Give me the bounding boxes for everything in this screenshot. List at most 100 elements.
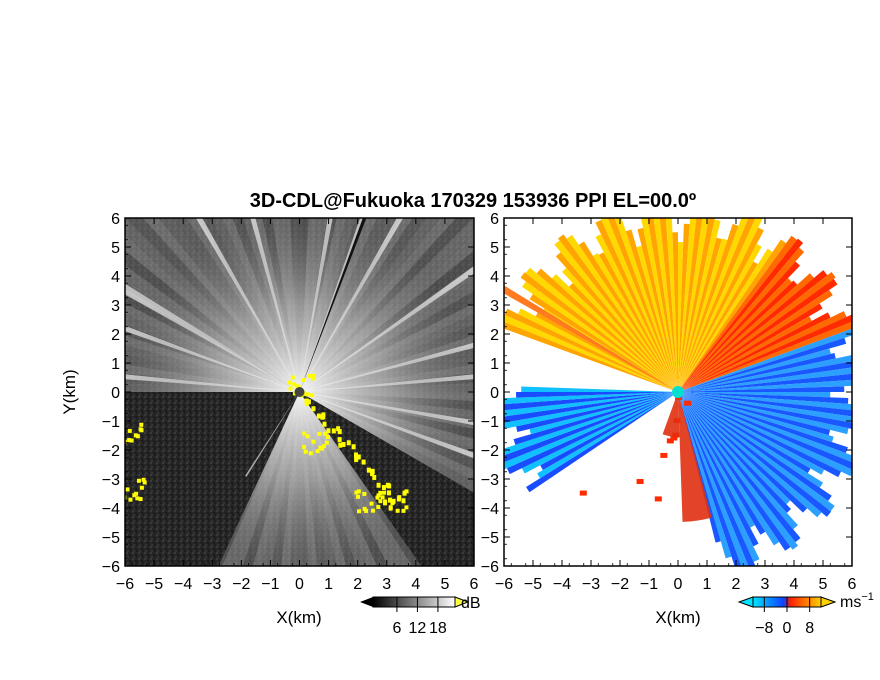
echo-cell bbox=[307, 374, 312, 379]
doppler-beam bbox=[637, 228, 678, 392]
doppler-beam bbox=[615, 218, 678, 392]
colorbar-tick-label: 0 bbox=[783, 620, 792, 637]
echo-cell bbox=[354, 455, 359, 461]
echo-cell bbox=[395, 508, 400, 513]
echo-cell bbox=[370, 508, 375, 513]
echo-cell bbox=[354, 490, 359, 495]
doppler-beam bbox=[536, 268, 678, 392]
doppler-colorbar: −8 0 8 ms−1 bbox=[737, 591, 874, 637]
doppler-beam bbox=[554, 240, 678, 392]
figure-title: 3D-CDL@Fukuoka 170329 153936 PPI EL=00.0… bbox=[250, 190, 696, 212]
doppler-beam bbox=[513, 392, 678, 445]
y-tick-label: 2 bbox=[111, 327, 120, 344]
echo-cell bbox=[142, 480, 147, 485]
x-tick-label: −3 bbox=[203, 576, 221, 593]
echo-cell bbox=[308, 451, 313, 456]
colorbar-tick-label: −8 bbox=[755, 620, 773, 637]
echo-cell bbox=[391, 498, 396, 504]
echo-cell bbox=[355, 494, 360, 499]
y-tick-label: 0 bbox=[111, 385, 120, 402]
svg-text:ms−1: ms−1 bbox=[840, 591, 874, 611]
x-tick-label: −1 bbox=[640, 576, 658, 593]
doppler-beam bbox=[595, 219, 678, 392]
doppler-beam bbox=[678, 392, 848, 454]
doppler-beam bbox=[678, 392, 756, 566]
doppler-beam bbox=[520, 272, 678, 392]
y-tick-label: 4 bbox=[490, 269, 499, 286]
doppler-beam bbox=[678, 218, 749, 392]
dark-sector bbox=[125, 392, 300, 566]
echo-cell bbox=[325, 435, 330, 440]
y-tick-label: −6 bbox=[102, 559, 120, 576]
echo-cell bbox=[311, 439, 316, 444]
doppler-beam bbox=[504, 392, 678, 417]
colorbar-tick-label: 8 bbox=[805, 620, 814, 637]
colorbar-low-extend bbox=[737, 596, 754, 608]
doppler-beam bbox=[558, 234, 678, 392]
doppler-beam bbox=[678, 379, 852, 392]
echo-cell bbox=[136, 478, 141, 483]
y-tick-label: −1 bbox=[102, 414, 120, 431]
doppler-beam bbox=[555, 252, 678, 392]
doppler-beam bbox=[678, 314, 852, 392]
y-tick-label: 6 bbox=[111, 211, 120, 228]
echo-cell bbox=[127, 438, 132, 443]
echo-cell bbox=[125, 487, 130, 492]
doppler-beam bbox=[678, 238, 804, 392]
doppler-beam bbox=[521, 392, 678, 474]
x-tick-label: −2 bbox=[611, 576, 629, 593]
doppler-beam bbox=[607, 218, 678, 392]
doppler-beam bbox=[678, 392, 755, 528]
doppler-beam bbox=[678, 373, 852, 392]
echo-cell bbox=[323, 431, 328, 436]
doppler-beam bbox=[678, 280, 798, 392]
echo-cell bbox=[304, 398, 309, 404]
doppler-beam bbox=[678, 273, 814, 392]
doppler-xlabel: X(km) bbox=[655, 608, 700, 627]
x-tick-label: 5 bbox=[440, 576, 449, 593]
echo-cell bbox=[310, 393, 315, 398]
echo-cell bbox=[141, 477, 146, 482]
doppler-beam bbox=[522, 281, 678, 392]
doppler-cell bbox=[660, 452, 668, 458]
y-tick-label: 5 bbox=[111, 240, 120, 257]
doppler-beam bbox=[529, 392, 678, 435]
echo-cell bbox=[317, 431, 322, 436]
echo-cell bbox=[375, 495, 380, 500]
doppler-cell bbox=[654, 496, 662, 502]
doppler-axis-ticks: −6 6 −5 5 −4 4 −3 3 −2 2 −1 1 0 0 1 −1 2 −2 3 −3 4 −4 5 −5 6 −6 bbox=[481, 211, 857, 593]
doppler-beam bbox=[678, 289, 833, 392]
x-tick-label: 0 bbox=[674, 576, 683, 593]
dark-sector bbox=[299, 392, 474, 566]
doppler-colorbar-unit-sup: −1 bbox=[861, 591, 874, 603]
echo-cell bbox=[356, 454, 361, 460]
x-tick-label: 1 bbox=[324, 576, 333, 593]
doppler-beam bbox=[678, 392, 801, 543]
doppler-beam bbox=[678, 392, 749, 566]
doppler-beam bbox=[678, 392, 832, 502]
doppler-beam bbox=[678, 392, 822, 518]
x-tick-label: 5 bbox=[819, 576, 828, 593]
echo-cell bbox=[351, 444, 356, 450]
doppler-beam bbox=[678, 272, 836, 392]
echo-cell bbox=[356, 509, 361, 514]
echo-cell bbox=[366, 467, 371, 473]
x-tick-label: 3 bbox=[382, 576, 391, 593]
colorbar-high-extend bbox=[820, 596, 837, 608]
x-tick-label: −4 bbox=[174, 576, 192, 593]
echo-cell bbox=[324, 440, 329, 445]
doppler-beam bbox=[678, 239, 787, 392]
intensity-dark-sectors bbox=[125, 218, 474, 566]
doppler-beam bbox=[678, 248, 773, 392]
doppler-beam bbox=[678, 223, 739, 392]
doppler-beam bbox=[678, 218, 763, 392]
doppler-beam bbox=[678, 392, 849, 404]
doppler-beam bbox=[678, 261, 758, 392]
doppler-cell bbox=[636, 479, 644, 484]
y-tick-label: −6 bbox=[481, 559, 499, 576]
doppler-beam bbox=[678, 237, 722, 392]
radar-site-marker bbox=[294, 387, 305, 397]
doppler-beam bbox=[678, 270, 828, 392]
doppler-beam bbox=[678, 392, 825, 475]
